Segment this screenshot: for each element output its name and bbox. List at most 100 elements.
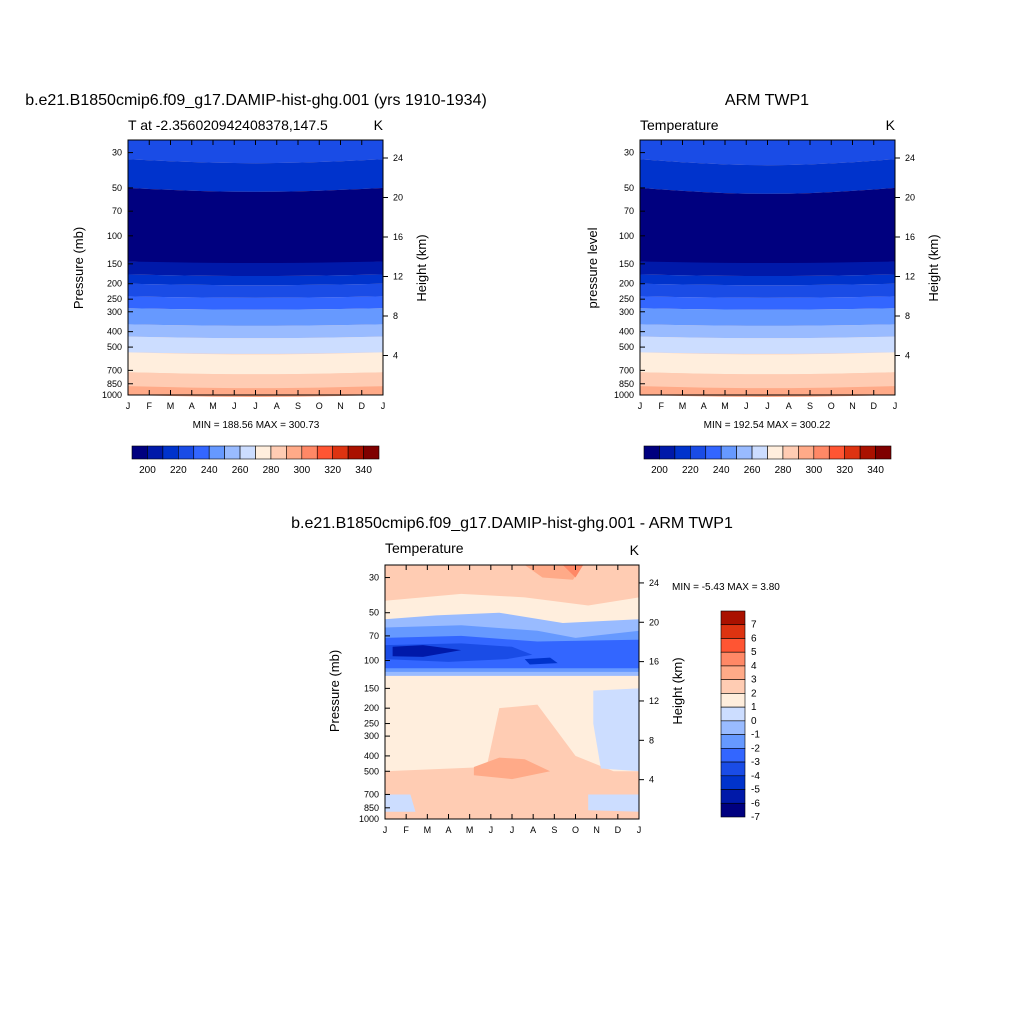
colorbar-swatch: [720, 761, 746, 777]
colorbar-swatch: [131, 445, 148, 460]
x-tick-label: N: [849, 401, 856, 411]
pressure-tick-label: 200: [107, 279, 122, 289]
pressure-tick-label: 100: [619, 231, 634, 241]
x-tick-label: D: [615, 825, 622, 835]
colorbar-swatch: [720, 651, 746, 667]
temperature-band: [640, 159, 895, 194]
temperature-band: [128, 324, 383, 339]
pressure-tick-label: 30: [369, 573, 379, 583]
temperature-band: [640, 274, 895, 286]
colorbar-swatch: [767, 445, 784, 460]
colorbar-swatch: [347, 445, 364, 460]
colorbar-swatch: [286, 445, 303, 460]
x-tick-label: M: [167, 401, 175, 411]
x-tick-label: J: [510, 825, 515, 835]
pressure-tick-label: 70: [624, 206, 634, 216]
panel2-ylabel-right: Height (km): [926, 234, 941, 301]
colorbar-swatch: [720, 734, 746, 749]
x-tick-label: N: [593, 825, 600, 835]
difference-region: [562, 565, 584, 578]
colorbar-swatch: [643, 445, 660, 460]
pressure-tick-label: 700: [107, 365, 122, 375]
panel2-axes: J F M A M J J A S O N D J 30 50 70 100 150 200 250 300 400 500…: [614, 139, 915, 411]
colorbar-swatch: [720, 720, 746, 735]
temperature-band: [640, 283, 895, 298]
pressure-tick-label: 150: [619, 259, 634, 269]
panel1-colorbar: 200 220 240 260 280 300 320 340: [131, 445, 380, 476]
colorbar-label: -5: [751, 785, 760, 796]
pressure-tick-label: 700: [364, 789, 379, 799]
x-tick-label: J: [126, 401, 131, 411]
colorbar-swatch: [208, 445, 225, 460]
pressure-tick-label: 150: [364, 683, 379, 693]
pressure-tick-label: 300: [364, 731, 379, 741]
colorbar-swatch: [162, 445, 179, 460]
colorbar-swatch: [332, 445, 349, 460]
colorbar-swatch: [720, 624, 746, 639]
x-tick-label: M: [424, 825, 432, 835]
panel2-units: K: [886, 117, 896, 133]
temperature-band: [128, 140, 383, 164]
colorbar-label: 0: [751, 716, 757, 727]
pressure-tick-label: 30: [112, 148, 122, 158]
colorbar-swatch: [782, 445, 799, 460]
panel3-minmax: MIN = -5.43 MAX = 3.80: [672, 582, 780, 593]
colorbar-label: 240: [713, 465, 730, 476]
colorbar-swatch: [859, 445, 876, 460]
colorbar-label: 220: [170, 465, 187, 476]
colorbar-swatch: [751, 445, 768, 460]
temperature-band: [128, 261, 383, 277]
pressure-tick-label: 250: [364, 719, 379, 729]
colorbar-label: -4: [751, 771, 760, 782]
x-tick-label: N: [337, 401, 344, 411]
pressure-tick-label: 400: [364, 751, 379, 761]
colorbar-swatch: [720, 706, 746, 722]
x-tick-label: J: [765, 401, 770, 411]
panel3-left-string: Temperature: [385, 540, 464, 556]
temperature-band: [128, 352, 383, 375]
temperature-band: [128, 296, 383, 310]
height-tick-label: 24: [905, 153, 915, 163]
x-tick-label: J: [232, 401, 237, 411]
temperature-band: [640, 261, 895, 277]
temperature-band: [640, 187, 895, 268]
panel1-title: b.e21.B1850cmip6.f09_g17.DAMIP-hist-ghg.…: [25, 92, 487, 109]
x-tick-label: A: [274, 401, 280, 411]
panel2-title: ARM TWP1: [725, 92, 809, 109]
colorbar-swatch: [224, 445, 241, 460]
colorbar-label: 200: [651, 465, 668, 476]
x-tick-label: A: [189, 401, 195, 411]
temperature-band: [128, 336, 383, 354]
pressure-tick-label: 1000: [614, 390, 634, 400]
colorbar-label: 220: [682, 465, 699, 476]
x-tick-label: M: [209, 401, 217, 411]
colorbar-label: 2: [751, 688, 757, 699]
pressure-tick-label: 100: [107, 231, 122, 241]
x-tick-label: J: [637, 825, 642, 835]
colorbar-label: 1: [751, 702, 757, 713]
x-tick-label: A: [701, 401, 707, 411]
pressure-tick-label: 850: [107, 379, 122, 389]
colorbar-swatch: [720, 748, 746, 763]
panel3-title: b.e21.B1850cmip6.f09_g17.DAMIP-hist-ghg.…: [291, 515, 733, 532]
panel1-ylabel-right: Height (km): [414, 234, 429, 301]
x-tick-label: A: [530, 825, 536, 835]
temperature-band: [128, 283, 383, 298]
colorbar-label: 320: [324, 465, 341, 476]
pressure-tick-label: 300: [107, 307, 122, 317]
pressure-tick-label: 200: [364, 703, 379, 713]
height-tick-label: 20: [649, 617, 659, 627]
colorbar-label: 240: [201, 465, 218, 476]
colorbar-label: 6: [751, 633, 757, 644]
temperature-band: [128, 308, 383, 326]
colorbar-swatch: [178, 445, 195, 460]
colorbar-swatch: [690, 445, 707, 460]
pressure-tick-label: 200: [619, 279, 634, 289]
pressure-tick-label: 70: [112, 206, 122, 216]
x-tick-label: S: [807, 401, 813, 411]
colorbar-swatch: [659, 445, 676, 460]
x-tick-label: J: [489, 825, 494, 835]
height-tick-label: 16: [905, 232, 915, 242]
height-tick-label: 8: [393, 311, 398, 321]
